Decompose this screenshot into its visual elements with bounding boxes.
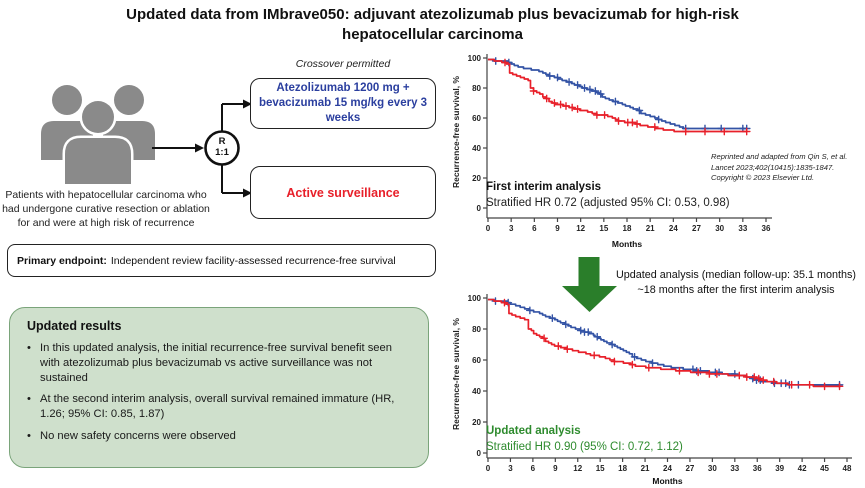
patient-population-text: Patients with hepatocellular carcinoma w… [2, 189, 210, 229]
svg-text:0: 0 [477, 204, 482, 213]
svg-text:100: 100 [468, 54, 482, 63]
svg-text:Months: Months [652, 476, 682, 486]
svg-text:0: 0 [477, 449, 482, 458]
svg-text:9: 9 [555, 224, 560, 233]
results-bullet-list: In this updated analysis, the initial re… [26, 341, 414, 444]
randomization-ratio: 1:1 [215, 147, 229, 158]
svg-text:40: 40 [472, 144, 481, 153]
randomization-label: R 1:1 [204, 133, 240, 163]
updated-analysis-title: Updated analysis [486, 425, 581, 437]
results-heading: Updated results [27, 319, 122, 333]
svg-text:20: 20 [472, 174, 481, 183]
first-interim-hr-text: Stratified HR 0.72 (adjusted 95% CI: 0.5… [486, 197, 730, 209]
updated-results-box: Updated results In this updated analysis… [9, 307, 429, 468]
updated-analysis-hr-text: Stratified HR 0.90 (95% CI: 0.72, 1.12) [486, 441, 683, 453]
results-bullet: At the second interim analysis, overall … [26, 392, 414, 422]
svg-text:6: 6 [531, 464, 536, 473]
svg-text:60: 60 [472, 356, 481, 365]
svg-text:0: 0 [486, 464, 491, 473]
updated-analysis-note: Updated analysis (median follow-up: 35.1… [615, 269, 857, 296]
randomization-r: R [218, 136, 226, 148]
first-interim-km-chart: Recurrence-free survival, % 0 20 40 60 80 100… [450, 50, 865, 260]
svg-text:3: 3 [508, 464, 513, 473]
svg-text:12: 12 [576, 224, 585, 233]
randomization-connector [152, 99, 252, 198]
svg-text:21: 21 [641, 464, 650, 473]
svg-text:48: 48 [843, 464, 852, 473]
page-title: Updated data from IMbrave050: adjuvant a… [126, 6, 739, 43]
primary-endpoint-box: Primary endpoint: Independent review fac… [7, 244, 436, 277]
svg-text:15: 15 [596, 464, 605, 473]
svg-text:20: 20 [472, 418, 481, 427]
svg-text:12: 12 [573, 464, 582, 473]
svg-text:80: 80 [472, 84, 481, 93]
svg-text:Months: Months [612, 239, 642, 249]
updated-analysis-km-chart: Recurrence-free survival, % 0 20 40 60 80 100… [450, 285, 865, 488]
first-interim-title: First interim analysis [486, 181, 602, 193]
svg-text:27: 27 [692, 224, 701, 233]
crossover-note: Crossover permitted [295, 58, 391, 70]
svg-text:24: 24 [663, 464, 672, 473]
svg-text:21: 21 [646, 224, 655, 233]
svg-text:6: 6 [532, 224, 537, 233]
results-bullet: In this updated analysis, the initial re… [26, 341, 414, 385]
svg-text:39: 39 [775, 464, 784, 473]
attribution-note: Reprinted and adapted from Qin S, et al.… [711, 152, 848, 183]
primary-endpoint-label: Primary endpoint: [17, 254, 107, 267]
primary-endpoint-text: Independent review facility-assessed rec… [110, 254, 396, 267]
svg-text:36: 36 [753, 464, 762, 473]
svg-text:42: 42 [798, 464, 807, 473]
svg-text:30: 30 [715, 224, 724, 233]
svg-text:18: 18 [618, 464, 627, 473]
svg-text:45: 45 [820, 464, 829, 473]
svg-text:9: 9 [553, 464, 558, 473]
patients-icon [41, 85, 155, 187]
results-bullet: No new safety concerns were observed [26, 429, 414, 444]
svg-text:15: 15 [599, 224, 608, 233]
svg-text:36: 36 [762, 224, 771, 233]
svg-text:27: 27 [685, 464, 694, 473]
svg-text:30: 30 [708, 464, 717, 473]
down-arrow-icon [562, 257, 617, 312]
svg-text:33: 33 [738, 224, 747, 233]
svg-text:80: 80 [472, 325, 481, 334]
svg-text:60: 60 [472, 114, 481, 123]
svg-text:3: 3 [509, 224, 514, 233]
arm-active-surveillance: Active surveillance [250, 166, 436, 219]
svg-text:40: 40 [472, 387, 481, 396]
svg-text:33: 33 [730, 464, 739, 473]
arm-atezolizumab-bevacizumab: Atezolizumab 1200 mg + bevacizumab 15 mg… [250, 78, 436, 129]
svg-text:100: 100 [468, 294, 482, 303]
svg-text:18: 18 [623, 224, 632, 233]
svg-text:0: 0 [486, 224, 491, 233]
svg-text:24: 24 [669, 224, 678, 233]
